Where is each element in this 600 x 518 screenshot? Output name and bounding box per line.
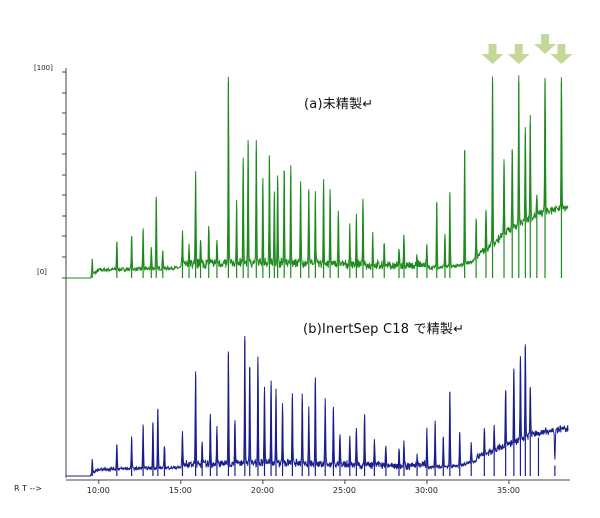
x-tick-label: 20:00	[250, 486, 274, 495]
panel-b-label: (b)InertSep C18 で精製↵	[303, 322, 465, 337]
panel-b-trace	[66, 335, 569, 477]
x-tick-label: 35:00	[496, 486, 520, 495]
panel-a-trace	[66, 75, 569, 279]
x-tick-label: 10:00	[86, 486, 110, 495]
down-arrow-icon	[550, 44, 573, 64]
panel-a-ytick-bottom: [0]	[37, 268, 47, 276]
panel-a-label: (a)未精製↵	[304, 97, 374, 112]
down-arrow-icon	[534, 34, 557, 54]
down-arrow-icon	[507, 44, 530, 64]
panel-a-ytick-top: [100]	[34, 64, 53, 72]
x-tick-label: 30:00	[414, 486, 438, 495]
x-tick-label: 25:00	[332, 486, 356, 495]
x-tick-label: 15:00	[168, 486, 192, 495]
x-axis-label: R T -->	[14, 484, 43, 493]
down-arrow-icon	[481, 44, 504, 64]
